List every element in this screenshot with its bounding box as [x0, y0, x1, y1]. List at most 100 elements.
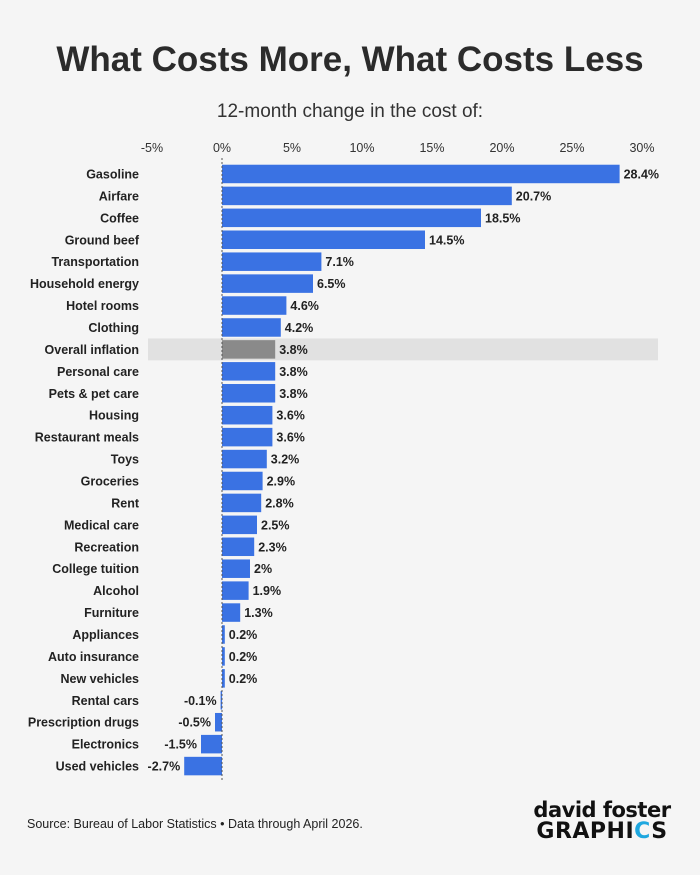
category-label: Household energy — [30, 277, 139, 291]
bar — [215, 712, 222, 732]
value-label: 7.1% — [325, 255, 354, 269]
value-label: 2.9% — [267, 474, 296, 488]
bar — [222, 493, 262, 513]
x-tick-label: 15% — [419, 141, 444, 155]
publisher-logo: david foster GRAPHICS — [532, 800, 672, 843]
x-tick-label: 10% — [349, 141, 374, 155]
value-label: 28.4% — [624, 167, 659, 181]
value-label: 14.5% — [429, 233, 464, 247]
value-label: 0.2% — [229, 628, 257, 642]
bar — [222, 515, 257, 535]
bar — [222, 449, 267, 469]
bar — [222, 362, 276, 381]
value-label: 3.2% — [271, 453, 300, 467]
value-label: 1.9% — [253, 584, 282, 598]
bar — [220, 691, 223, 710]
category-label: Alcohol — [93, 584, 139, 598]
category-label: Medical care — [64, 518, 139, 532]
value-label: -0.5% — [178, 716, 211, 730]
value-label: 2% — [254, 562, 272, 576]
x-tick-label: 5% — [283, 141, 301, 155]
value-label: 3.8% — [279, 365, 308, 379]
category-label: Coffee — [100, 211, 139, 225]
category-label: Recreation — [74, 540, 139, 554]
category-label: Pets & pet care — [49, 387, 139, 401]
value-label: 3.6% — [276, 431, 305, 445]
bar — [222, 405, 273, 425]
chart-subtitle: 12-month change in the cost of: — [216, 101, 484, 122]
bar-chart: -5% 0% 5% 10% 15% 20% 25% 30% Gasoline 28.4% Airfa… — [28, 141, 659, 782]
category-label: Airfare — [99, 189, 139, 203]
category-label: College tuition — [52, 562, 139, 576]
bar — [222, 603, 241, 622]
bar — [222, 581, 249, 600]
category-label: New vehicles — [60, 672, 139, 686]
category-label: Appliances — [72, 628, 139, 642]
value-label: -0.1% — [184, 694, 217, 708]
category-label: Hotel rooms — [66, 299, 139, 313]
logo-line-2-main: GRAPHI — [536, 819, 635, 844]
category-label: Electronics — [72, 738, 139, 752]
bar — [222, 208, 481, 228]
category-label: Overall inflation — [45, 343, 139, 357]
bar — [222, 318, 281, 337]
x-tick-label: -5% — [141, 141, 163, 155]
bar — [222, 274, 313, 293]
value-label: 3.8% — [279, 387, 308, 401]
category-label: Personal care — [57, 365, 139, 379]
value-label: 2.8% — [265, 496, 294, 510]
value-label: 2.5% — [261, 518, 290, 532]
bar — [222, 340, 276, 359]
x-tick-label: 0% — [213, 141, 231, 155]
value-label: 3.6% — [276, 409, 305, 423]
value-label: 20.7% — [516, 189, 551, 203]
bar — [222, 230, 425, 250]
logo-line-2-end: S — [651, 819, 668, 844]
value-label: 2.3% — [258, 540, 287, 554]
bar — [222, 427, 273, 447]
category-label: Used vehicles — [56, 760, 139, 774]
category-label: Furniture — [84, 606, 139, 620]
logo-line-1: david foster — [533, 798, 671, 822]
value-label: 4.6% — [290, 299, 319, 313]
bar — [222, 252, 322, 271]
value-label: 0.2% — [229, 650, 257, 664]
value-label: 4.2% — [285, 321, 314, 335]
value-label: 6.5% — [317, 277, 346, 291]
chart-title: What Costs More, What Costs Less — [56, 40, 644, 79]
bar — [222, 625, 225, 644]
bar — [222, 296, 287, 315]
category-label: Restaurant meals — [35, 431, 139, 445]
bar — [222, 471, 263, 491]
x-tick-label: 25% — [559, 141, 584, 155]
value-label: 3.8% — [279, 343, 308, 357]
bar — [222, 647, 225, 666]
value-label: -2.7% — [148, 760, 181, 774]
category-label: Rent — [111, 496, 140, 510]
bar — [222, 559, 250, 578]
value-label: -1.5% — [164, 738, 197, 752]
source-note: Source: Bureau of Labor Statistics • Dat… — [27, 817, 363, 831]
bar — [222, 186, 512, 206]
category-label: Auto insurance — [48, 650, 139, 664]
bar — [222, 384, 276, 403]
bar — [201, 734, 222, 754]
category-label: Transportation — [51, 255, 139, 269]
highlight-band — [148, 338, 658, 361]
category-label: Rental cars — [72, 694, 139, 708]
x-tick-label: 20% — [489, 141, 514, 155]
value-label: 0.2% — [229, 672, 257, 686]
logo-line-2: GRAPHICS — [532, 821, 672, 843]
category-label: Gasoline — [86, 167, 139, 181]
category-label: Prescription drugs — [28, 716, 139, 730]
bar — [222, 669, 225, 688]
bar — [222, 537, 255, 557]
category-label: Groceries — [81, 474, 139, 488]
category-label: Toys — [111, 453, 139, 467]
value-label: 1.3% — [244, 606, 273, 620]
x-tick-label: 30% — [629, 141, 654, 155]
category-label: Clothing — [88, 321, 139, 335]
bar — [184, 756, 222, 776]
bar — [222, 164, 620, 184]
category-label: Housing — [89, 409, 139, 423]
